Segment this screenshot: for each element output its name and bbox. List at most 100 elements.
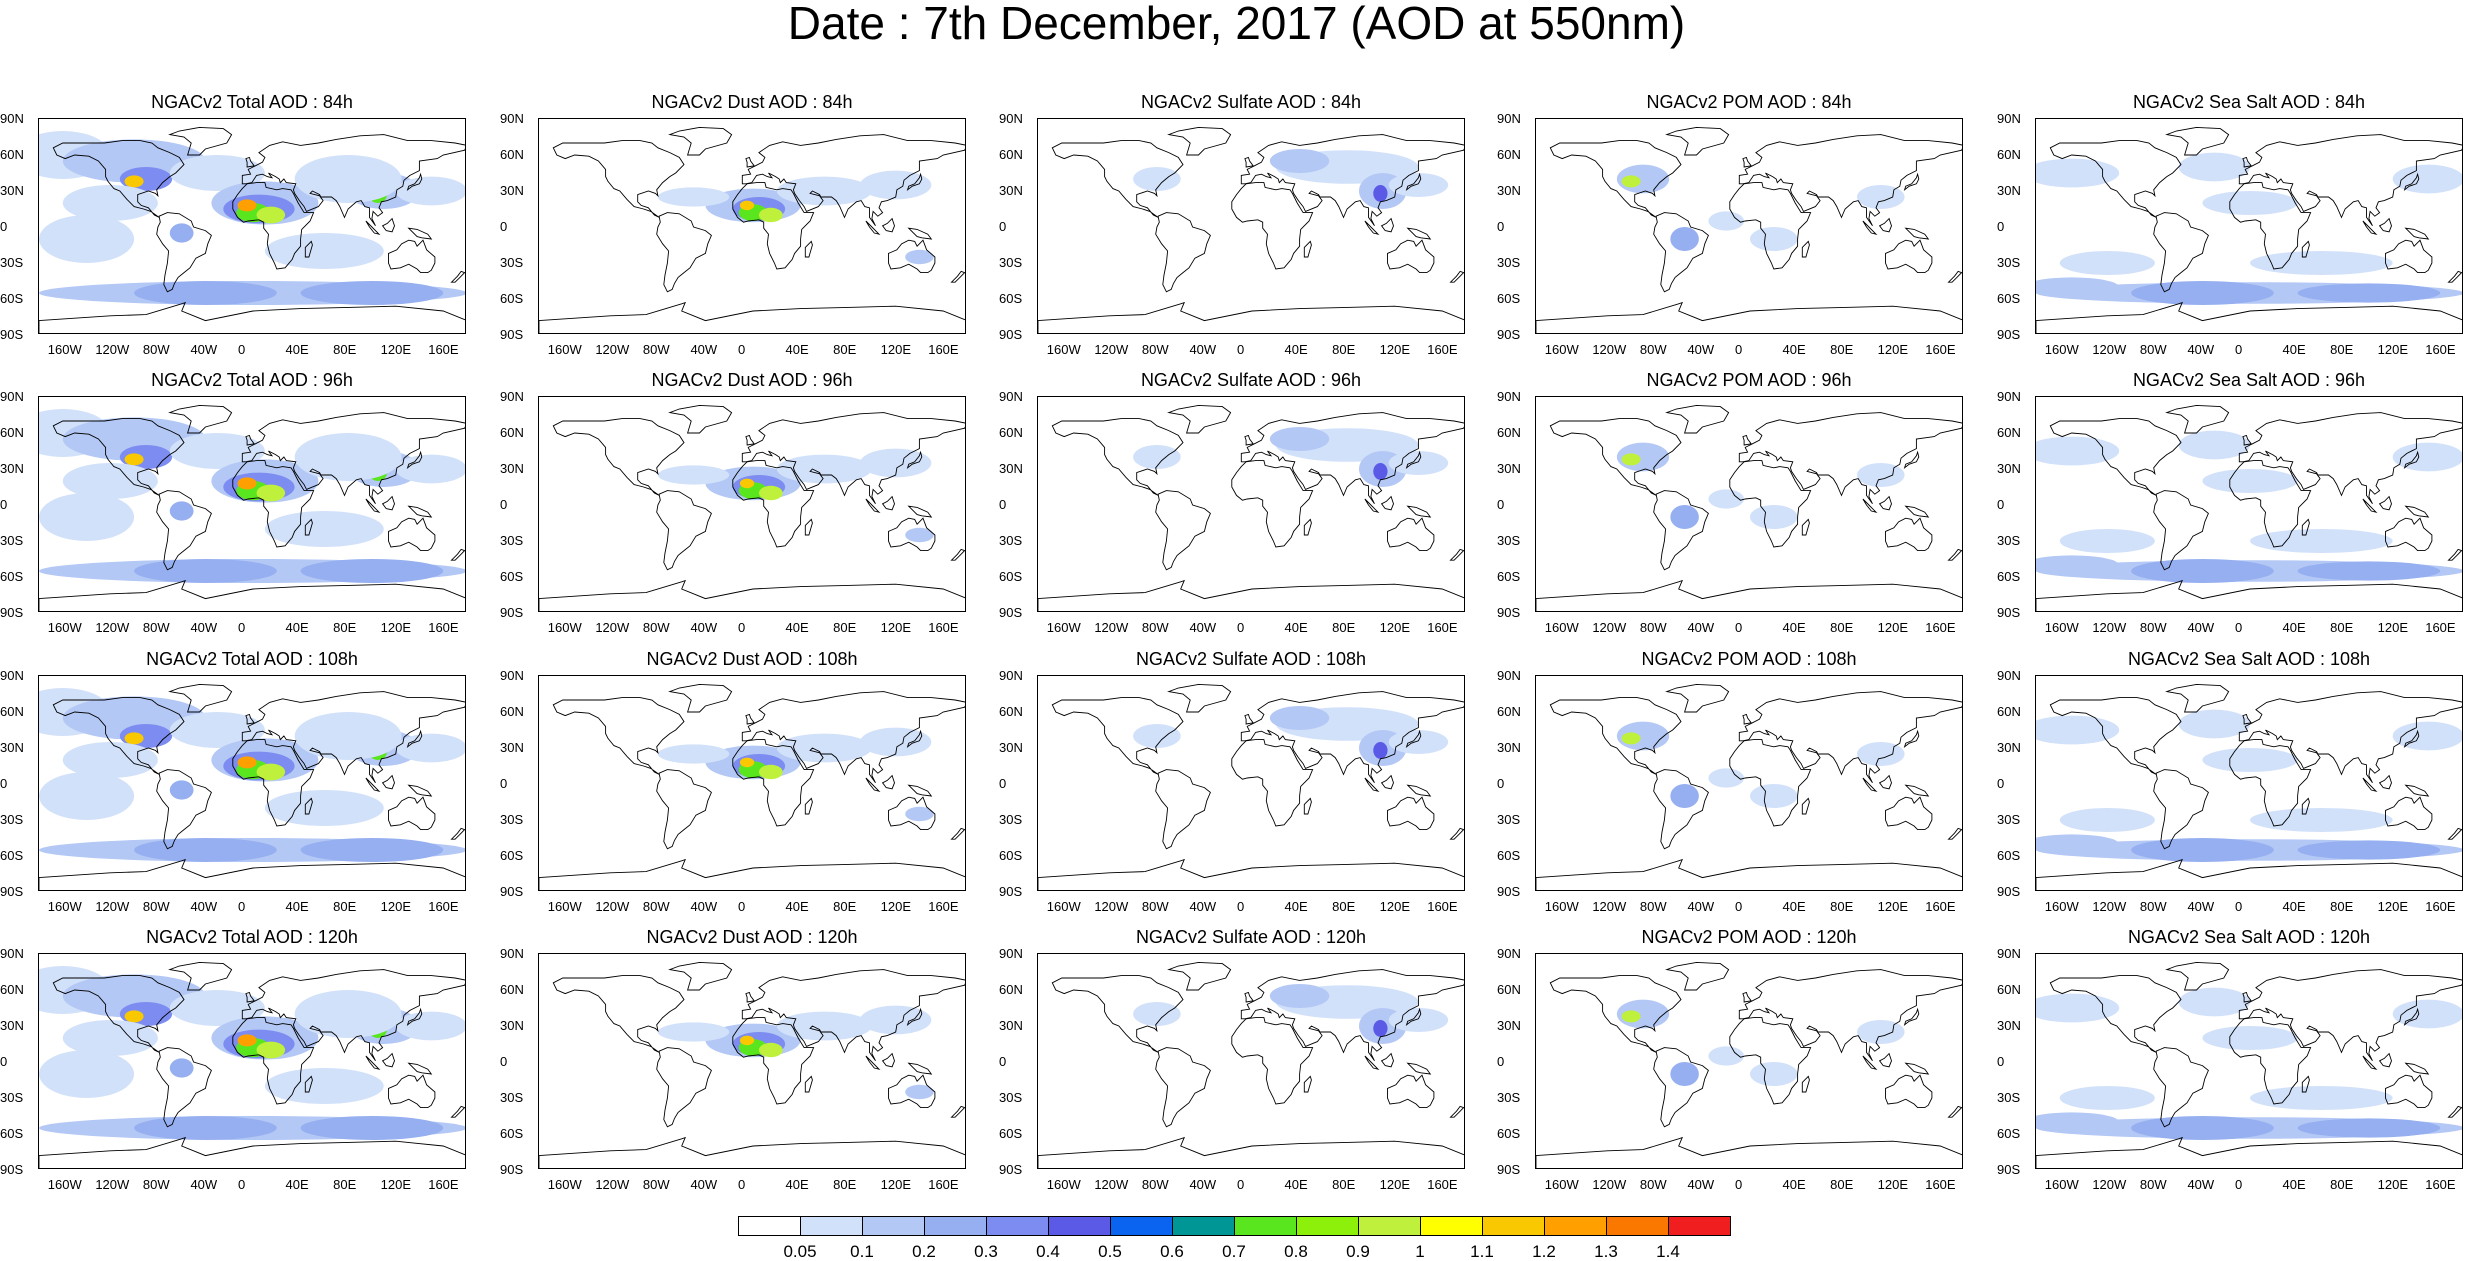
longitude-tick-label: 80E [333, 899, 357, 914]
longitude-tick-label: 0 [738, 899, 746, 914]
landmass-outline [2404, 784, 2430, 797]
figure-title: Date : 7th December, 2017 (AOD at 550nm) [787, 0, 1686, 49]
landmass-outline [1665, 961, 1730, 991]
landmass-outline [1240, 134, 1464, 227]
longitude-tick-label: 0 [1735, 342, 1743, 357]
landmass-outline [907, 227, 933, 240]
latitude-tick-label: 90S [1497, 605, 1521, 620]
latitude-tick-label: 0 [999, 776, 1007, 791]
aod-plume [395, 176, 465, 206]
latitude-tick-label: 90S [0, 605, 24, 620]
landmass-outline [1167, 961, 1232, 991]
aod-plume [124, 1010, 144, 1023]
latitude-tick-label: 30S [999, 812, 1023, 827]
longitude-tick-label: 160W [1046, 899, 1081, 914]
aod-plume [1269, 427, 1330, 451]
aod-shading [1133, 149, 1449, 209]
latitude-tick-label: 60S [999, 1126, 1023, 1141]
landmass-outline [907, 505, 933, 518]
aod-shading [657, 170, 934, 265]
aod-shading [39, 409, 465, 583]
landmass-outline [888, 239, 936, 274]
longitude-tick-label: 80E [1830, 342, 1854, 357]
longitude-tick-label: 120W [1094, 1177, 1129, 1192]
landmass-outline [2301, 1075, 2310, 1093]
landmass-outline [2229, 739, 2312, 827]
aod-plume [62, 139, 206, 183]
longitude-tick-label: 80W [642, 620, 670, 635]
landmass-outline [2378, 217, 2392, 233]
latitude-tick-label: 30N [999, 740, 1023, 755]
coastlines [39, 126, 465, 333]
map-frame [538, 675, 966, 891]
landmass-outline [1947, 827, 1962, 840]
landmass-outline [1449, 270, 1464, 283]
longitude-tick-label: 0 [1237, 620, 1245, 635]
aod-plume [739, 1035, 755, 1046]
longitude-tick-label: 0 [738, 342, 746, 357]
aod-plume [1857, 742, 1905, 766]
landmass-outline [1364, 1055, 1380, 1071]
longitude-tick-label: 160E [428, 620, 459, 635]
landmass-outline [156, 490, 212, 571]
landmass-outline [1406, 505, 1432, 518]
aod-plume [1133, 445, 1181, 469]
landmass-outline [2362, 498, 2378, 514]
landmass-outline [1862, 220, 1878, 236]
aod-plume [169, 990, 265, 1026]
landmass-outline [1729, 1017, 1812, 1105]
longitude-tick-label: 0 [2235, 1177, 2243, 1192]
longitude-tick-label: 40E [285, 899, 309, 914]
landmass-outline [232, 182, 315, 270]
aod-shading [39, 688, 465, 862]
longitude-tick-label: 160E [428, 1177, 459, 1192]
longitude-tick-label: 40W [690, 342, 718, 357]
longitude-tick-label: 0 [2235, 342, 2243, 357]
aod-map-plot [39, 683, 465, 890]
latitude-tick-label: 90N [1997, 946, 2021, 961]
aod-plume [1708, 768, 1745, 788]
landmass-outline [881, 495, 895, 511]
longitude-tick-label: 120E [1379, 620, 1411, 635]
longitude-tick-label: 80W [1141, 342, 1169, 357]
landmass-outline [1742, 991, 1753, 1003]
aod-map-plot [39, 126, 465, 333]
coastlines [2036, 404, 2462, 611]
landmass-outline [2036, 1136, 2462, 1168]
aod-plume [39, 772, 135, 820]
landmass-outline [741, 691, 965, 784]
latitude-tick-label: 30N [500, 740, 524, 755]
map-frame [538, 118, 966, 334]
landmass-outline [745, 991, 756, 1003]
aod-plume [256, 1041, 286, 1059]
aod-map-plot [1536, 683, 1962, 890]
latitude-tick-label: 30S [500, 812, 524, 827]
latitude-tick-label: 90S [500, 327, 524, 342]
panel-title: NGACv2 Total AOD : 84h [151, 92, 353, 112]
longitude-tick-label: 160E [1925, 1177, 1956, 1192]
aod-plume [2131, 281, 2274, 305]
aod-plume [2297, 1118, 2441, 1138]
longitude-tick-label: 160E [928, 899, 959, 914]
landmass-outline [450, 548, 465, 561]
landmass-outline [245, 713, 256, 725]
landmass-outline [2362, 777, 2378, 793]
latitude-tick-label: 30S [0, 1090, 24, 1105]
landmass-outline [865, 777, 881, 793]
panel-title: NGACv2 Sulfate AOD : 96h [1140, 370, 1362, 390]
map-panel-seasalt-96h: NGACv2 Sea Salt AOD : 96h 90N 60N 30N 0 30S 60… [1997, 370, 2463, 634]
longitude-tick-label: 120E [880, 342, 912, 357]
landmass-outline [1380, 495, 1394, 511]
aod-plume [1670, 227, 1699, 251]
coastlines [539, 404, 965, 611]
latitude-tick-label: 60N [0, 147, 24, 162]
latitude-tick-label: 60N [1997, 982, 2021, 997]
landmass-outline [1801, 518, 1810, 536]
landmass-outline [2378, 774, 2392, 790]
latitude-tick-label: 90N [999, 389, 1023, 404]
landmass-outline [1244, 991, 1255, 1003]
aod-plume [1133, 167, 1181, 191]
aod-plume [1750, 1062, 1798, 1086]
latitude-tick-label: 90N [1997, 389, 2021, 404]
aod-plume [300, 281, 444, 305]
